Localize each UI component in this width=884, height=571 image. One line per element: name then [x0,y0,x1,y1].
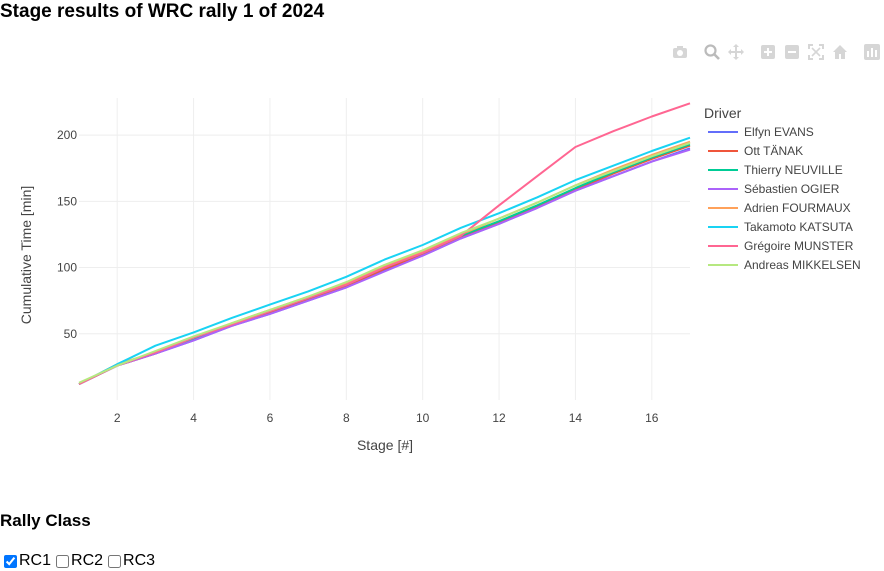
reset-axes-icon[interactable] [831,42,849,62]
legend-label: Adrien FOURMAUX [744,201,851,215]
zoom-in-icon[interactable] [759,42,777,62]
legend-item[interactable]: Thierry NEUVILLE [708,163,843,177]
legend-item[interactable]: Grégoire MUNSTER [708,239,854,253]
series-line-s-bastien-ogier [78,148,691,386]
legend-label: Elfyn EVANS [744,125,814,139]
chart-modebar [670,42,882,64]
legend-label: Thierry NEUVILLE [744,163,843,177]
legend-item[interactable]: Adrien FOURMAUX [708,201,851,215]
camera-icon[interactable] [671,42,689,62]
legend-item[interactable]: Andreas MIKKELSEN [708,258,861,272]
x-tick-label: 2 [114,411,121,425]
legend-item[interactable]: Elfyn EVANS [708,125,814,139]
series-line-andreas-mikkelsen [78,142,691,384]
rc2-label: RC2 [71,552,104,569]
x-tick-label: 12 [492,411,506,425]
legend-label: Andreas MIKKELSEN [744,258,861,272]
x-tick-label: 16 [645,411,659,425]
y-tick-label: 50 [64,327,78,341]
pan-icon[interactable] [727,42,745,62]
rc2-option[interactable]: RC2 [54,552,103,570]
line-chart: 2 4 6 8 10 12 14 16 50 100 150 200 Stage [#] Cumul… [18,98,861,453]
y-tick-label: 100 [57,261,77,275]
rc1-option[interactable]: RC1 [2,552,51,570]
legend-item[interactable]: Takamoto KATSUTA [708,220,853,234]
y-tick-label: 200 [57,128,77,142]
chart-gridlines [79,98,690,400]
legend-item[interactable]: Ott TÄNAK [708,144,803,158]
x-tick-label: 8 [343,411,350,425]
x-tick-label: 10 [416,411,430,425]
rc1-label: RC1 [19,552,52,569]
y-axis-ticks: 50 100 150 200 [57,128,77,341]
series-line-takamoto-katsuta [78,136,691,385]
series-line-gr-goire-munster [78,102,691,386]
y-tick-label: 150 [57,194,77,208]
chart-legend: Driver Elfyn EVANS Ott TÄNAK Thierry NEUVI… [704,105,861,272]
rc1-checkbox[interactable] [4,554,17,568]
x-axis-ticks: 2 4 6 8 10 12 14 16 [114,411,659,425]
page-title: Stage results of WRC rally 1 of 2024 [0,1,325,22]
rc2-checkbox[interactable] [56,554,70,568]
legend-label: Grégoire MUNSTER [744,239,854,253]
x-tick-label: 14 [569,411,583,425]
rally-class-checkboxes: RC1 RC2 RC3 [2,552,158,570]
rc3-label: RC3 [123,552,156,569]
x-tick-label: 4 [190,411,197,425]
legend-title: Driver [704,105,742,121]
rc3-checkbox[interactable] [108,554,122,568]
legend-label: Takamoto KATSUTA [744,220,853,234]
chart-series [78,102,691,386]
rally-class-heading: Rally Class [0,511,91,530]
legend-label: Sébastien OGIER [744,182,840,196]
legend-label: Ott TÄNAK [744,144,803,158]
y-axis-title: Cumulative Time [min] [18,186,34,324]
plotly-logo-icon[interactable] [863,42,881,62]
legend-item[interactable]: Sébastien OGIER [708,182,840,196]
rc3-option[interactable]: RC3 [106,552,155,570]
zoom-icon[interactable] [703,42,721,62]
x-tick-label: 6 [267,411,274,425]
zoom-out-icon[interactable] [783,42,801,62]
x-axis-title: Stage [#] [357,437,413,453]
autoscale-icon[interactable] [807,42,825,62]
